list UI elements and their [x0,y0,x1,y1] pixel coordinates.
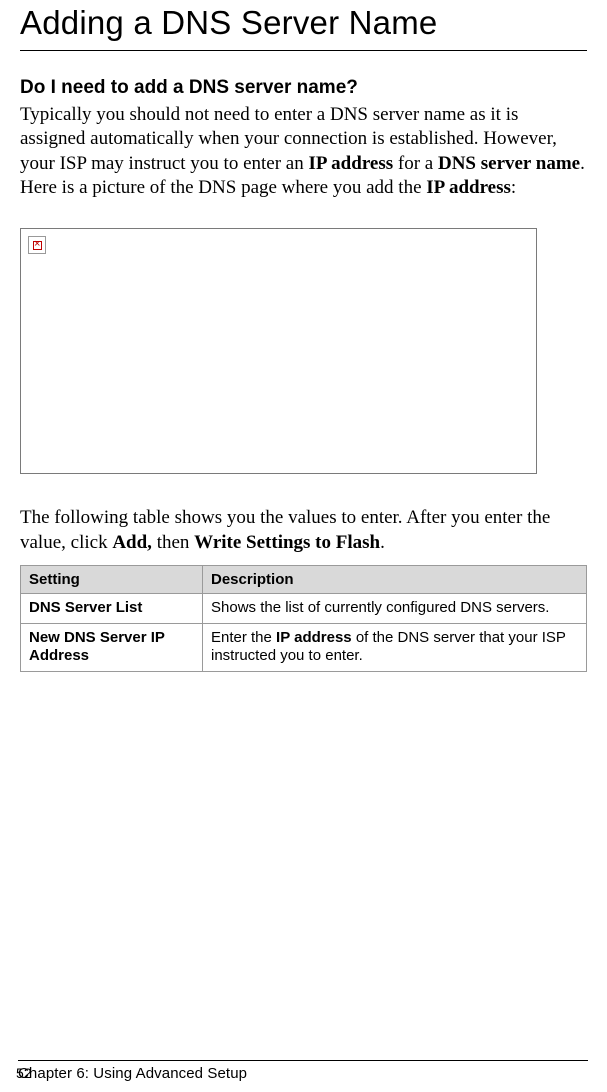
page-footer: 52 Chapter 6: Using Advanced Setup [18,1060,588,1082]
intro-paragraph: Typically you should not need to enter a… [20,103,587,200]
screenshot-placeholder [20,228,537,474]
col-header-setting: Setting [21,565,203,593]
page-title: Adding a DNS Server Name [20,4,587,51]
broken-image-icon [28,236,46,254]
bold-ip-address: IP address [308,153,393,174]
footer-inner: 52 Chapter 6: Using Advanced Setup [18,1065,588,1082]
bold-dns-server-name: DNS server name [438,153,580,174]
text-run: Enter the [211,629,276,646]
section-heading: Do I need to add a DNS server name? [20,77,587,99]
page-number: 52 [16,1065,32,1081]
bold-write-settings: Write Settings to Flash [194,532,380,553]
table-header-row: Setting Description [21,565,587,593]
bold-ip-address-2: IP address [426,177,511,198]
text-run: for a [393,153,438,174]
text-run: then [152,532,194,553]
table-row: DNS Server List Shows the list of curren… [21,593,587,623]
cell-setting-name: New DNS Server IP Address [21,623,203,672]
table-intro-paragraph: The following table shows you the values… [20,506,587,555]
cell-description: Shows the list of currently configured D… [203,593,587,623]
chapter-label: Chapter 6: Using Advanced Setup [18,1065,247,1082]
cell-description: Enter the IP address of the DNS server t… [203,623,587,672]
cell-setting-name: DNS Server List [21,593,203,623]
col-header-description: Description [203,565,587,593]
bold-add: Add, [112,532,152,553]
settings-table: Setting Description DNS Server List Show… [20,565,587,672]
table-row: New DNS Server IP Address Enter the IP a… [21,623,587,672]
text-run: : [511,177,516,198]
bold-ip-address-cell: IP address [276,629,352,646]
document-page: Adding a DNS Server Name Do I need to ad… [0,4,607,1092]
text-run: . [380,532,385,553]
